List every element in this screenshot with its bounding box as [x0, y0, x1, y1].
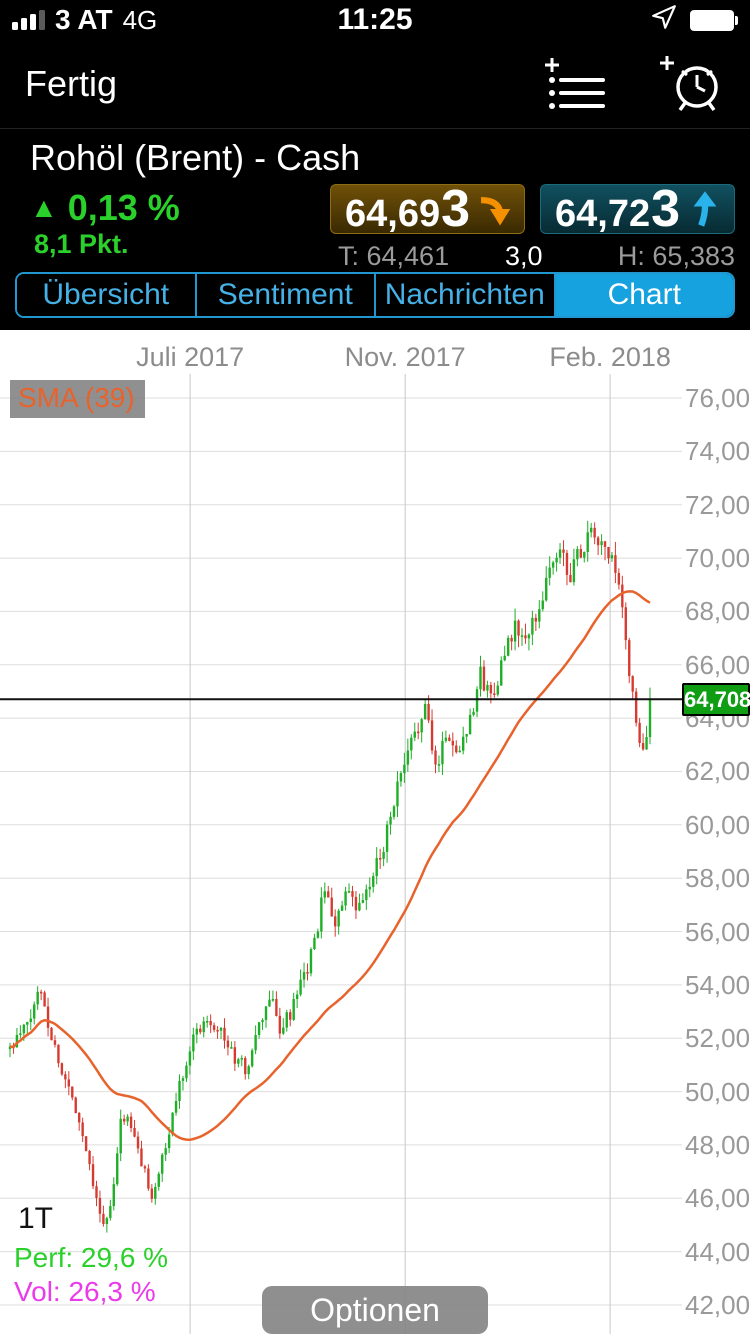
y-axis-label: 66,000 — [685, 649, 750, 680]
y-axis-label: 46,000 — [685, 1183, 750, 1214]
add-watchlist-icon[interactable] — [543, 57, 607, 111]
bid-price-main: 64,69 — [345, 193, 441, 235]
current-price-badge: 64,708 — [682, 682, 750, 716]
x-axis-label: Juli 2017 — [136, 342, 245, 372]
bid-down-arrow-icon — [476, 190, 514, 228]
timeframe-label: 1T — [18, 1202, 54, 1235]
up-triangle-icon: ▲ — [30, 192, 58, 223]
y-axis-label: 52,000 — [685, 1023, 750, 1054]
instrument-title: Rohöl (Brent) - Cash — [30, 137, 361, 178]
chart-region[interactable]: Juli 2017 Nov. 2017 Feb. 2018 76,000 74,000… — [0, 330, 750, 1334]
performance-label: Perf: 29,6 % — [14, 1242, 169, 1273]
y-axis-label: 50,000 — [685, 1076, 750, 1107]
tab-sentiment[interactable]: Sentiment — [194, 274, 374, 316]
bid-price-last-digit: 3 — [441, 180, 471, 238]
signal-strength-icon — [12, 10, 45, 30]
done-button[interactable]: Fertig — [25, 63, 118, 104]
y-axis-label: 58,000 — [685, 863, 750, 894]
battery-icon — [690, 9, 738, 31]
x-axis-label: Nov. 2017 — [344, 342, 466, 372]
nav-bar: Fertig — [0, 40, 750, 128]
spread-label: 3,0 — [505, 241, 543, 271]
day-high-label: H: 65,383 — [617, 241, 735, 271]
carrier-label: 3 AT — [55, 4, 113, 35]
ask-up-arrow-icon — [686, 190, 724, 228]
ask-price-last-digit: 3 — [651, 180, 681, 238]
tab-chart[interactable]: Chart — [553, 274, 733, 316]
instrument-header: Rohöl (Brent) - Cash ▲ 0,13 % 8,1 Pkt. 6… — [0, 128, 750, 272]
day-low-label: T: 64,461 — [338, 241, 450, 271]
bid-price-button[interactable]: 64,69 3 — [330, 180, 525, 238]
volatility-label: Vol: 26,3 % — [14, 1276, 156, 1307]
options-button[interactable]: Optionen — [262, 1286, 488, 1334]
y-axis-label: 70,000 — [685, 543, 750, 574]
y-axis-label: 62,000 — [685, 756, 750, 787]
y-axis-label: 54,000 — [685, 969, 750, 1000]
y-axis-label: 56,000 — [685, 916, 750, 947]
add-alarm-icon[interactable] — [659, 54, 725, 114]
candlestick-chart[interactable] — [0, 330, 750, 1334]
y-axis-label: 42,000 — [685, 1290, 750, 1320]
y-axis-label: 60,000 — [685, 809, 750, 840]
x-axis-label: Feb. 2018 — [549, 342, 671, 372]
tab-bar: Übersicht Sentiment Nachrichten Chart — [15, 272, 735, 318]
y-axis-label: 72,000 — [685, 489, 750, 520]
sma-indicator-label: SMA (39) — [10, 380, 145, 418]
y-axis-label: 76,000 — [685, 383, 750, 413]
change-points-label: 8,1 Pkt. — [34, 229, 129, 259]
tab-uebersicht[interactable]: Übersicht — [17, 274, 195, 316]
y-axis-label: 68,000 — [685, 596, 750, 627]
y-axis-label: 48,000 — [685, 1129, 750, 1160]
ask-price-main: 64,72 — [555, 193, 651, 235]
ask-price-button[interactable]: 64,72 3 — [540, 180, 735, 238]
change-percent-label: 0,13 % — [67, 187, 180, 228]
price-change: ▲ 0,13 % — [30, 187, 180, 229]
y-axis-label: 44,000 — [685, 1236, 750, 1267]
network-type-label: 4G — [122, 4, 158, 35]
status-bar: 3 AT 4G 11:25 — [0, 0, 750, 40]
clock-label: 11:25 — [337, 3, 413, 36]
location-arrow-icon — [652, 4, 676, 36]
day-range-row: T: 64,461 3,0 H: 65,383 — [0, 241, 750, 271]
tab-nachrichten[interactable]: Nachrichten — [374, 274, 554, 316]
y-axis-label: 74,000 — [685, 436, 750, 467]
